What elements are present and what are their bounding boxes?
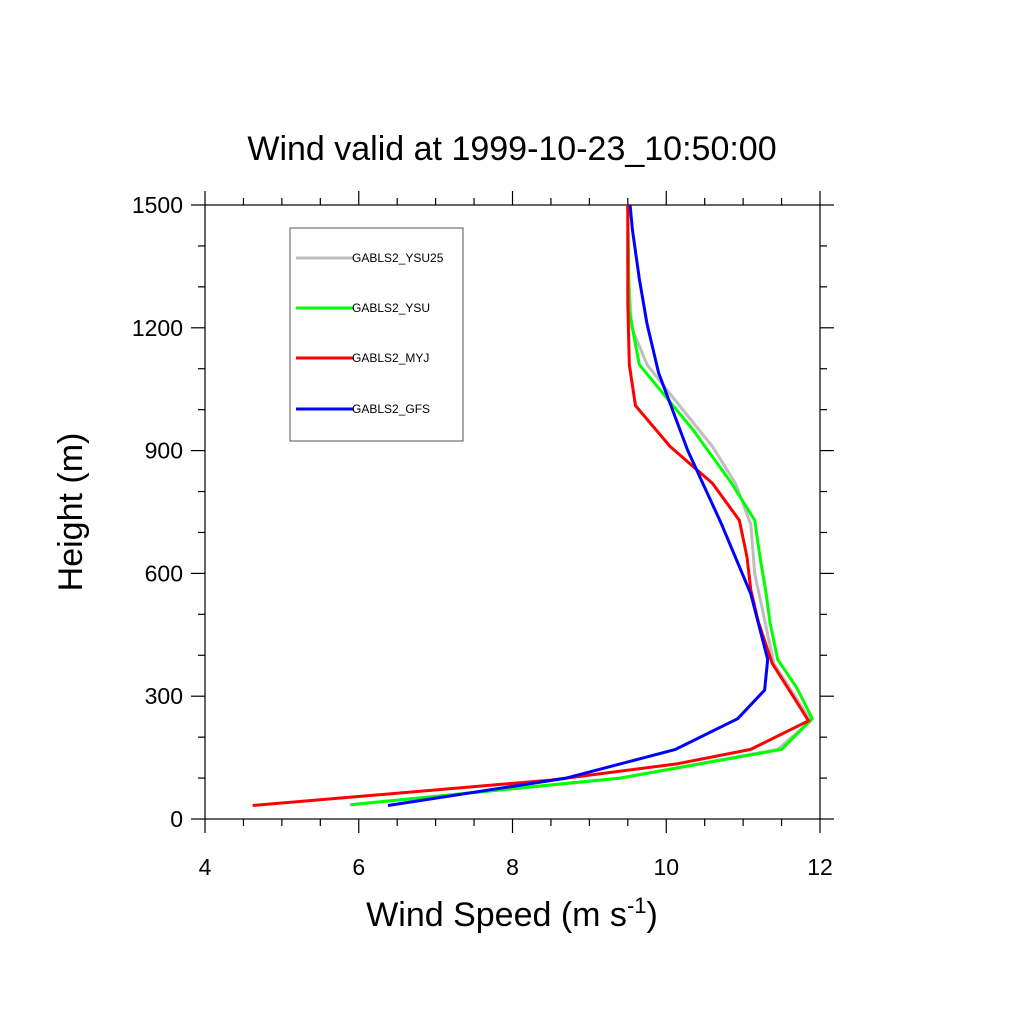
legend: GABLS2_YSU25 GABLS2_YSU GABLS2_MYJ GABLS2_G… <box>289 227 464 442</box>
y-tick-label: 300 <box>145 683 183 709</box>
y-tick-label: 1200 <box>132 315 183 341</box>
x-tick-label: 10 <box>653 854 679 880</box>
y-axis-title: Height (m) <box>52 433 90 592</box>
legend-box <box>289 227 464 442</box>
series-line-gabls2-gfs <box>387 204 770 807</box>
x-axis-title-suffix: ) <box>647 896 658 934</box>
series-lines <box>252 204 814 807</box>
legend-label: GABLS2_MYJ <box>352 351 429 365</box>
legend-label: GABLS2_YSU25 <box>352 251 444 265</box>
axis-ticks <box>191 191 834 833</box>
y-tick-label: 1500 <box>132 192 183 218</box>
y-tick-label: 600 <box>145 560 183 586</box>
y-tick-label: 0 <box>170 806 183 832</box>
x-axis-title-superscript: -1 <box>627 893 647 918</box>
x-tick-label: 4 <box>199 854 212 880</box>
chart-title: Wind valid at 1999-10-23_10:50:00 <box>247 130 776 168</box>
series-line-gabls2-ysu <box>350 204 814 807</box>
x-tick-label: 6 <box>352 854 365 880</box>
x-tick-label: 12 <box>807 854 833 880</box>
y-tick-label: 900 <box>145 438 183 464</box>
legend-label: GABLS2_YSU <box>352 301 430 315</box>
x-axis-title: Wind Speed (m s-1) <box>366 893 658 934</box>
legend-entries: GABLS2_YSU25 GABLS2_YSU GABLS2_MYJ GABLS2_G… <box>296 251 444 416</box>
legend-label: GABLS2_GFS <box>352 402 430 416</box>
tick-labels: 4 6 8 10 12 0 300 600 900 1200 1500 <box>132 192 833 880</box>
series-line-gabls2-myj <box>252 205 810 807</box>
x-axis-title-main: Wind Speed (m s <box>366 896 627 934</box>
x-tick-label: 8 <box>506 854 519 880</box>
